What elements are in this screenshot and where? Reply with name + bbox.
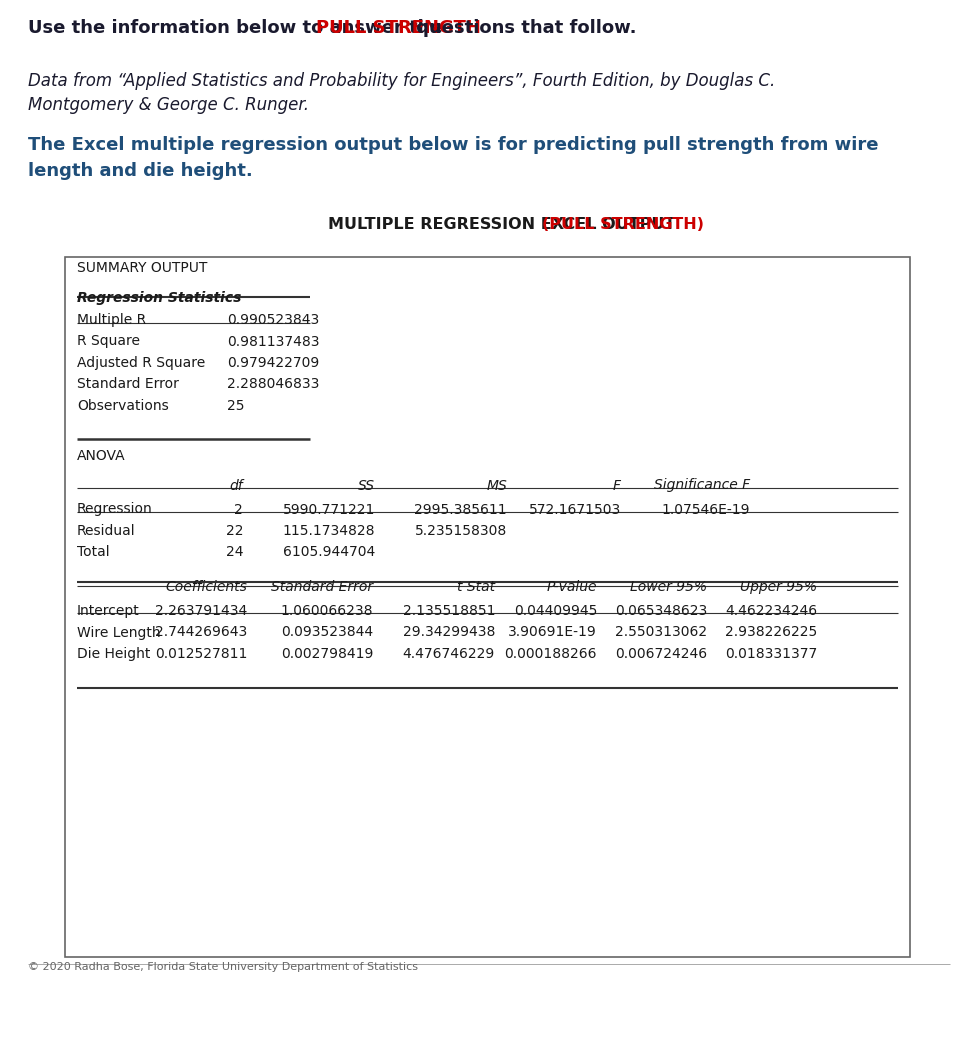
Text: Multiple R: Multiple R bbox=[77, 313, 146, 327]
Text: ANOVA: ANOVA bbox=[77, 449, 126, 464]
Text: MULTIPLE REGRESSION EXCEL OUTPUT: MULTIPLE REGRESSION EXCEL OUTPUT bbox=[328, 217, 681, 232]
Text: 29.34299438: 29.34299438 bbox=[403, 625, 495, 640]
Text: Coefficients: Coefficients bbox=[166, 580, 247, 594]
Text: 4.476746229: 4.476746229 bbox=[403, 647, 495, 661]
Text: SUMMARY OUTPUT: SUMMARY OUTPUT bbox=[77, 260, 207, 275]
Text: 0.981137483: 0.981137483 bbox=[227, 334, 319, 348]
Text: MS: MS bbox=[486, 478, 507, 493]
Text: Wire Length: Wire Length bbox=[77, 625, 161, 640]
Text: 0.093523844: 0.093523844 bbox=[281, 625, 373, 640]
Text: df: df bbox=[229, 478, 243, 493]
Text: Standard Error: Standard Error bbox=[271, 580, 373, 594]
Text: 5.235158308: 5.235158308 bbox=[414, 524, 507, 538]
FancyBboxPatch shape bbox=[65, 257, 910, 957]
Text: 0.990523843: 0.990523843 bbox=[227, 313, 319, 327]
Text: 6105.944704: 6105.944704 bbox=[283, 546, 375, 560]
Text: The Excel multiple regression output below is for predicting pull strength from : The Excel multiple regression output bel… bbox=[28, 137, 879, 154]
Text: 22: 22 bbox=[226, 524, 243, 538]
Text: 2: 2 bbox=[234, 502, 243, 517]
Text: P-value: P-value bbox=[547, 580, 597, 594]
Text: Data from “Applied Statistics and Probability for Engineers”, Fourth Edition, by: Data from “Applied Statistics and Probab… bbox=[28, 72, 775, 90]
Text: Standard Error: Standard Error bbox=[77, 377, 179, 392]
Text: Intercept: Intercept bbox=[77, 604, 139, 618]
Text: Montgomery & George C. Runger.: Montgomery & George C. Runger. bbox=[28, 96, 309, 114]
Text: t Stat: t Stat bbox=[457, 580, 495, 594]
Text: Total: Total bbox=[77, 546, 109, 560]
Text: 1.060066238: 1.060066238 bbox=[281, 604, 373, 618]
Text: 115.1734828: 115.1734828 bbox=[283, 524, 375, 538]
Text: 25: 25 bbox=[227, 399, 245, 413]
Text: questions that follow.: questions that follow. bbox=[409, 19, 636, 38]
Text: PULL STRENGTH: PULL STRENGTH bbox=[316, 19, 481, 38]
Text: 0.002798419: 0.002798419 bbox=[281, 647, 373, 661]
Text: 0.04409945: 0.04409945 bbox=[514, 604, 597, 618]
Text: 0.018331377: 0.018331377 bbox=[725, 647, 817, 661]
Text: Upper 95%: Upper 95% bbox=[740, 580, 817, 594]
Text: 2.263791434: 2.263791434 bbox=[155, 604, 247, 618]
Text: 2.288046833: 2.288046833 bbox=[227, 377, 319, 392]
Text: Observations: Observations bbox=[77, 399, 168, 413]
Text: F: F bbox=[613, 478, 621, 493]
Text: 4.462234246: 4.462234246 bbox=[725, 604, 817, 618]
Text: Lower 95%: Lower 95% bbox=[630, 580, 707, 594]
Text: Adjusted R Square: Adjusted R Square bbox=[77, 356, 205, 370]
Text: 24: 24 bbox=[226, 546, 243, 560]
Text: 0.006724246: 0.006724246 bbox=[615, 647, 707, 661]
Text: 5990.771221: 5990.771221 bbox=[283, 502, 375, 517]
Text: © 2020 Radha Bose, Florida State University Department of Statistics: © 2020 Radha Bose, Florida State Univers… bbox=[28, 962, 418, 972]
Text: Significance F: Significance F bbox=[653, 478, 750, 493]
Text: Use the information below to answer the: Use the information below to answer the bbox=[28, 19, 449, 38]
Text: 2.744269643: 2.744269643 bbox=[155, 625, 247, 640]
Text: 572.1671503: 572.1671503 bbox=[529, 502, 621, 517]
Text: 1.07546E-19: 1.07546E-19 bbox=[661, 502, 750, 517]
Text: R Square: R Square bbox=[77, 334, 140, 348]
Text: 2995.385611: 2995.385611 bbox=[414, 502, 507, 517]
Text: Regression Statistics: Regression Statistics bbox=[77, 291, 241, 305]
Text: SS: SS bbox=[358, 478, 375, 493]
Text: Residual: Residual bbox=[77, 524, 136, 538]
Text: Regression: Regression bbox=[77, 502, 153, 517]
Text: 0.012527811: 0.012527811 bbox=[155, 647, 247, 661]
Text: 2.550313062: 2.550313062 bbox=[615, 625, 707, 640]
Text: (PULL STRENGTH): (PULL STRENGTH) bbox=[542, 217, 705, 232]
Text: length and die height.: length and die height. bbox=[28, 163, 253, 180]
Text: 2.135518851: 2.135518851 bbox=[403, 604, 495, 618]
Text: Die Height: Die Height bbox=[77, 647, 150, 661]
Text: 0.979422709: 0.979422709 bbox=[227, 356, 319, 370]
Text: 3.90691E-19: 3.90691E-19 bbox=[508, 625, 597, 640]
Text: 0.000188266: 0.000188266 bbox=[504, 647, 597, 661]
Text: 0.065348623: 0.065348623 bbox=[615, 604, 707, 618]
Text: 2.938226225: 2.938226225 bbox=[725, 625, 817, 640]
